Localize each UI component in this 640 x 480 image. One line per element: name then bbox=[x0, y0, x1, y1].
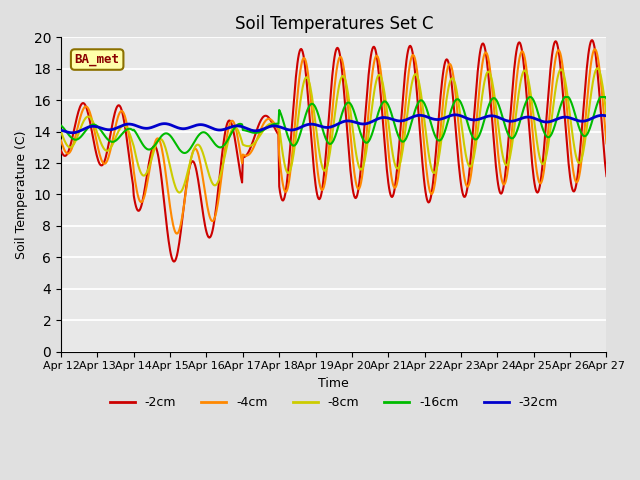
Legend: -2cm, -4cm, -8cm, -16cm, -32cm: -2cm, -4cm, -8cm, -16cm, -32cm bbox=[104, 391, 563, 414]
Y-axis label: Soil Temperature (C): Soil Temperature (C) bbox=[15, 130, 28, 259]
X-axis label: Time: Time bbox=[318, 377, 349, 390]
Text: BA_met: BA_met bbox=[75, 53, 120, 66]
Title: Soil Temperatures Set C: Soil Temperatures Set C bbox=[234, 15, 433, 33]
